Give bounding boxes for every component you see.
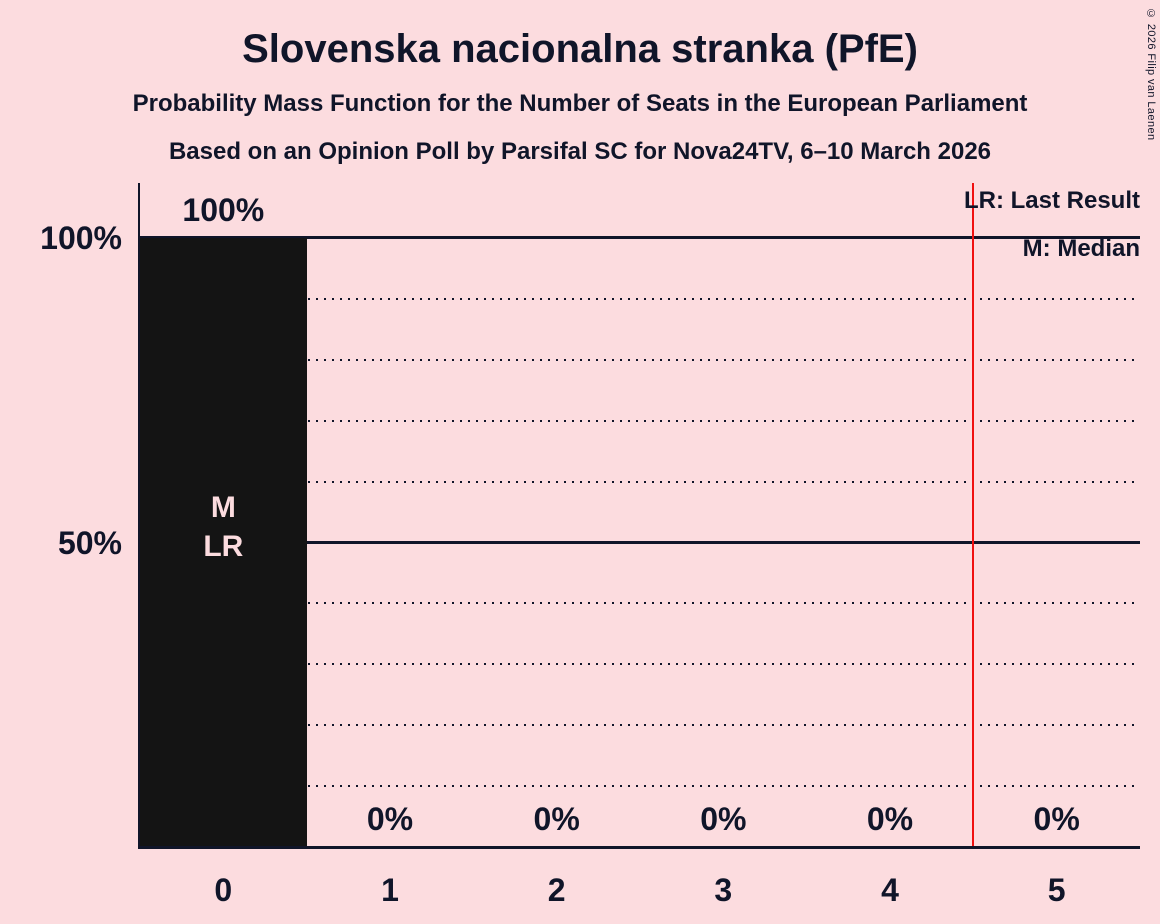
chart-legend: LR: Last Result M: Median (964, 186, 1140, 264)
bar-value-label-seat-4: 0% (866, 801, 914, 837)
x-tick-label-4: 4 (881, 872, 899, 908)
bar-value-label-seat-5: 0% (1033, 801, 1080, 837)
bar-value-label-seat-1: 0% (366, 801, 414, 837)
y-tick-label-100pct: 100% (40, 220, 122, 256)
legend-last-result: LR: Last Result (963, 187, 1140, 214)
gridline-80pct (140, 358, 1140, 361)
chart-subtitle: Probability Mass Function for the Number… (132, 90, 1028, 117)
legend-median: M: Median (1022, 235, 1140, 262)
gridline-30pct (140, 663, 1140, 666)
x-tick-label-2: 2 (547, 872, 566, 908)
gridline-50pct (140, 540, 1140, 544)
bar-median-lastresult-markers: M LR (140, 488, 307, 566)
x-tick-label-5: 5 (1047, 872, 1066, 908)
bar-value-label-seat-0: 100% (182, 192, 265, 228)
gridline-40pct (140, 602, 1140, 605)
y-tick-label-50pct: 50% (57, 524, 122, 561)
last-result-line (972, 183, 975, 847)
x-axis-labels: 0 1 2 3 4 5 (140, 872, 1140, 908)
x-tick-label-0: 0 (214, 872, 233, 908)
gridline-70pct (140, 419, 1140, 422)
gridline-90pct (140, 297, 1140, 300)
plot-area: M LR 100% 0% 0% 0% 0% 0% (138, 183, 1140, 849)
copyright-note: © 2026 Filip van Laenen (1145, 8, 1157, 141)
bar-seat-0 (140, 238, 307, 847)
median-marker: M (210, 491, 236, 524)
gridline-20pct (140, 724, 1140, 727)
y-axis-line (138, 183, 140, 847)
gridline-10pct (140, 785, 1140, 788)
chart-title: Slovenska nacionalna stranka (PfE) (242, 27, 918, 71)
gridline-60pct (140, 480, 1140, 483)
x-axis-line (138, 846, 1140, 849)
bar-value-label-seat-2: 0% (533, 801, 580, 837)
x-tick-label-3: 3 (714, 872, 733, 908)
bar-value-label-seat-3: 0% (700, 801, 747, 837)
gridline-100pct (140, 236, 1140, 239)
chart-source-line: Based on an Opinion Poll by Parsifal SC … (168, 138, 992, 165)
last-result-marker: LR (203, 530, 244, 563)
x-tick-label-1: 1 (381, 872, 399, 908)
